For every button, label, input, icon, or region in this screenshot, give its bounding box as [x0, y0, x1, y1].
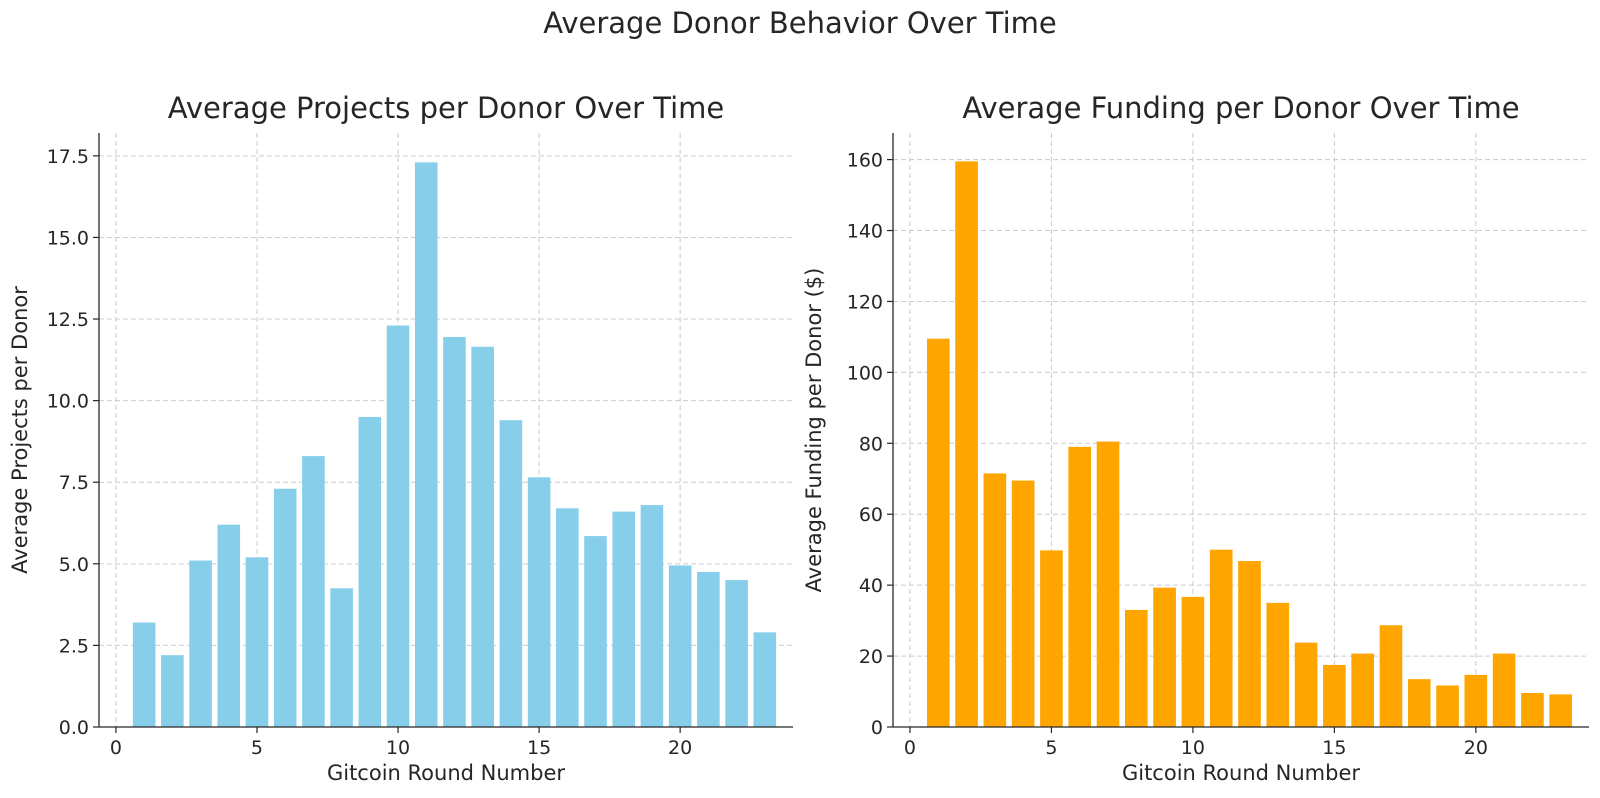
bar — [1181, 596, 1205, 727]
bar — [1068, 446, 1092, 727]
bar — [443, 336, 466, 727]
bar — [414, 162, 438, 727]
bar — [1351, 653, 1374, 727]
y-tick-label: 12.5 — [47, 309, 89, 331]
bar — [1492, 653, 1516, 727]
bar — [1436, 685, 1459, 727]
bar — [1407, 679, 1431, 727]
bar — [499, 420, 523, 727]
bar — [1238, 561, 1261, 727]
y-tick-label: 40 — [859, 575, 883, 597]
x-tick-label: 20 — [1464, 737, 1488, 759]
x-tick-label: 20 — [668, 737, 692, 759]
y-tick-label: 10.0 — [47, 391, 89, 413]
bar — [668, 565, 692, 727]
y-tick-label: 80 — [859, 433, 883, 455]
bar — [1294, 642, 1318, 727]
bar — [584, 536, 607, 727]
x-tick-label: 10 — [386, 737, 410, 759]
bar — [1040, 550, 1063, 727]
bar — [1464, 674, 1488, 727]
y-tick-label: 140 — [847, 221, 883, 243]
bar — [245, 557, 269, 727]
bar — [1323, 664, 1346, 727]
bar — [1125, 609, 1148, 727]
y-tick-label: 60 — [859, 504, 883, 526]
x-tick-label: 0 — [110, 737, 122, 759]
figure-title: Average Donor Behavior Over Time — [543, 6, 1057, 40]
bar — [1096, 441, 1120, 727]
x-tick-label: 15 — [1322, 737, 1346, 759]
bar — [1011, 480, 1035, 727]
chart-panel-1: 0.0 2.5 5.0 7.5 10.0 12.5 15.0 17.5 0 5 10 15 20 Aver… — [8, 91, 793, 785]
bar — [983, 473, 1007, 727]
chart-title: Average Projects per Donor Over Time — [168, 91, 725, 125]
bar — [527, 477, 551, 727]
chart-panel-2: 0 20 40 60 80 100 120 140 160 0 5 10 15 20 Average Fun… — [802, 91, 1589, 785]
x-tick-label: 5 — [251, 737, 263, 759]
bar — [926, 338, 950, 727]
x-tick-label: 10 — [1181, 737, 1205, 759]
x-axis-label: Gitcoin Round Number — [327, 761, 565, 785]
bar — [1549, 694, 1573, 727]
chart-title: Average Funding per Donor Over Time — [962, 91, 1519, 125]
bar — [1379, 625, 1403, 727]
x-tick-label: 5 — [1045, 737, 1057, 759]
bar — [189, 560, 212, 727]
bar — [273, 488, 297, 727]
y-tick-label: 7.5 — [59, 472, 89, 494]
bar — [1266, 602, 1290, 727]
bar — [358, 416, 382, 727]
bar — [217, 524, 241, 727]
y-tick-label: 0 — [871, 717, 883, 739]
y-axis-label: Average Funding per Donor ($) — [802, 268, 826, 593]
bar — [1153, 587, 1176, 727]
x-tick-label: 15 — [527, 737, 551, 759]
y-tick-label: 160 — [847, 150, 883, 172]
bar — [955, 161, 978, 728]
y-tick-label: 5.0 — [59, 554, 89, 576]
bar — [330, 588, 353, 727]
bar — [386, 325, 410, 727]
bar — [725, 580, 748, 727]
y-tick-label: 17.5 — [47, 146, 89, 168]
bar — [1521, 692, 1544, 727]
bar — [132, 622, 156, 727]
bar — [753, 632, 777, 727]
y-tick-label: 100 — [847, 362, 883, 384]
bar — [556, 508, 579, 727]
bar — [640, 505, 664, 727]
x-tick-label: 0 — [904, 737, 916, 759]
y-tick-label: 120 — [847, 291, 883, 313]
y-tick-label: 2.5 — [59, 635, 89, 657]
y-tick-label: 0.0 — [59, 717, 89, 739]
y-tick-label: 20 — [859, 646, 883, 668]
bar — [302, 456, 325, 727]
x-axis-label: Gitcoin Round Number — [1122, 761, 1360, 785]
bar — [471, 346, 494, 727]
bar — [1209, 549, 1233, 727]
bar — [161, 655, 184, 727]
y-axis-label: Average Projects per Donor — [8, 286, 32, 574]
bar — [697, 571, 720, 727]
y-tick-label: 15.0 — [47, 227, 89, 249]
bar — [612, 511, 636, 727]
